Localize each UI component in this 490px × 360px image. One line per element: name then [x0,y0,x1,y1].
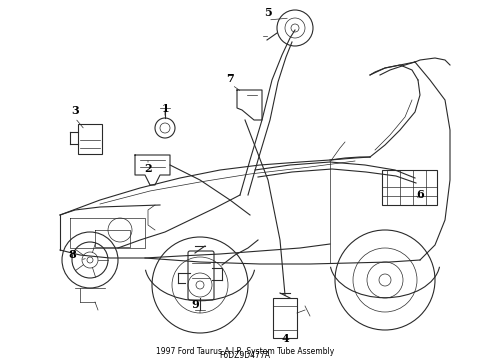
Text: F6DZ9D477A: F6DZ9D477A [220,351,270,360]
Text: 9: 9 [191,300,199,310]
Text: 7: 7 [226,72,234,84]
Text: 3: 3 [71,104,79,116]
Text: 5: 5 [264,6,272,18]
Bar [78,124,102,154]
Text: 8: 8 [68,249,76,261]
Text: 2: 2 [144,162,152,174]
Bar [273,298,297,338]
Text: 1997 Ford Taurus A.I.R. System Tube Assembly: 1997 Ford Taurus A.I.R. System Tube Asse… [156,347,334,356]
Text: 6: 6 [416,189,424,201]
Text: 4: 4 [281,333,289,343]
Text: 1: 1 [161,103,169,113]
Bar [382,170,437,205]
